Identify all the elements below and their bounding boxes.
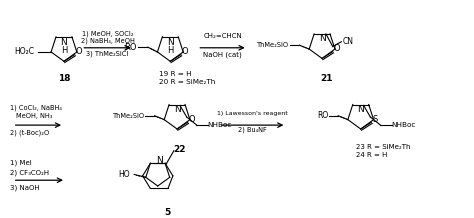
Text: O: O xyxy=(333,44,340,53)
Text: 1) Lawesson's reagent: 1) Lawesson's reagent xyxy=(217,111,288,116)
Text: 1) CoCl₂, NaBH₄: 1) CoCl₂, NaBH₄ xyxy=(10,104,62,111)
Text: ThMe₂SiO: ThMe₂SiO xyxy=(113,113,146,119)
Text: 2) Bu₄NF: 2) Bu₄NF xyxy=(238,127,267,133)
Text: O: O xyxy=(182,47,188,56)
Text: CH₂=CHCN: CH₂=CHCN xyxy=(203,33,242,39)
Text: ThMe₂SiO: ThMe₂SiO xyxy=(257,42,290,48)
Text: N: N xyxy=(173,105,181,114)
Text: NHBoc: NHBoc xyxy=(391,122,415,128)
Text: 3) ThMe₂SiCl: 3) ThMe₂SiCl xyxy=(86,50,128,57)
Text: N: N xyxy=(167,38,173,47)
Text: N: N xyxy=(156,156,163,165)
Text: MeOH, NH₃: MeOH, NH₃ xyxy=(16,113,52,119)
Text: 3) NaOH: 3) NaOH xyxy=(10,185,39,191)
Text: 21: 21 xyxy=(320,74,333,83)
Text: 24 R = H: 24 R = H xyxy=(356,152,387,158)
Text: 1) MeI: 1) MeI xyxy=(10,160,32,166)
Text: H: H xyxy=(61,46,67,55)
Text: S: S xyxy=(373,115,378,124)
Text: H: H xyxy=(167,46,173,55)
Text: RO: RO xyxy=(124,43,137,52)
Text: O: O xyxy=(75,47,82,56)
Text: 18: 18 xyxy=(58,74,70,83)
Text: 19 R = H: 19 R = H xyxy=(159,71,191,77)
Text: 5: 5 xyxy=(164,208,171,217)
Text: 20 R = SiMe₂Th: 20 R = SiMe₂Th xyxy=(159,79,215,85)
Text: CN: CN xyxy=(343,37,354,46)
Text: N: N xyxy=(319,34,326,43)
Text: N: N xyxy=(61,38,67,47)
Text: N: N xyxy=(357,105,364,114)
Text: 2) CF₃CO₂H: 2) CF₃CO₂H xyxy=(10,169,49,176)
Text: 22: 22 xyxy=(173,145,186,154)
Text: HO: HO xyxy=(118,170,130,179)
Text: O: O xyxy=(188,115,195,124)
Text: NHBoc: NHBoc xyxy=(208,122,232,128)
Text: NaOH (cat): NaOH (cat) xyxy=(203,51,242,58)
Text: RO: RO xyxy=(317,111,328,120)
Text: 2) NaBH₄, MeOH: 2) NaBH₄, MeOH xyxy=(81,38,135,44)
Text: 2) (t-Boc)₂O: 2) (t-Boc)₂O xyxy=(10,129,49,136)
Text: HO₂C: HO₂C xyxy=(14,48,34,56)
Text: 1) MeOH, SOCl₂: 1) MeOH, SOCl₂ xyxy=(82,30,133,37)
Text: 23 R = SiMe₂Th: 23 R = SiMe₂Th xyxy=(356,144,410,150)
